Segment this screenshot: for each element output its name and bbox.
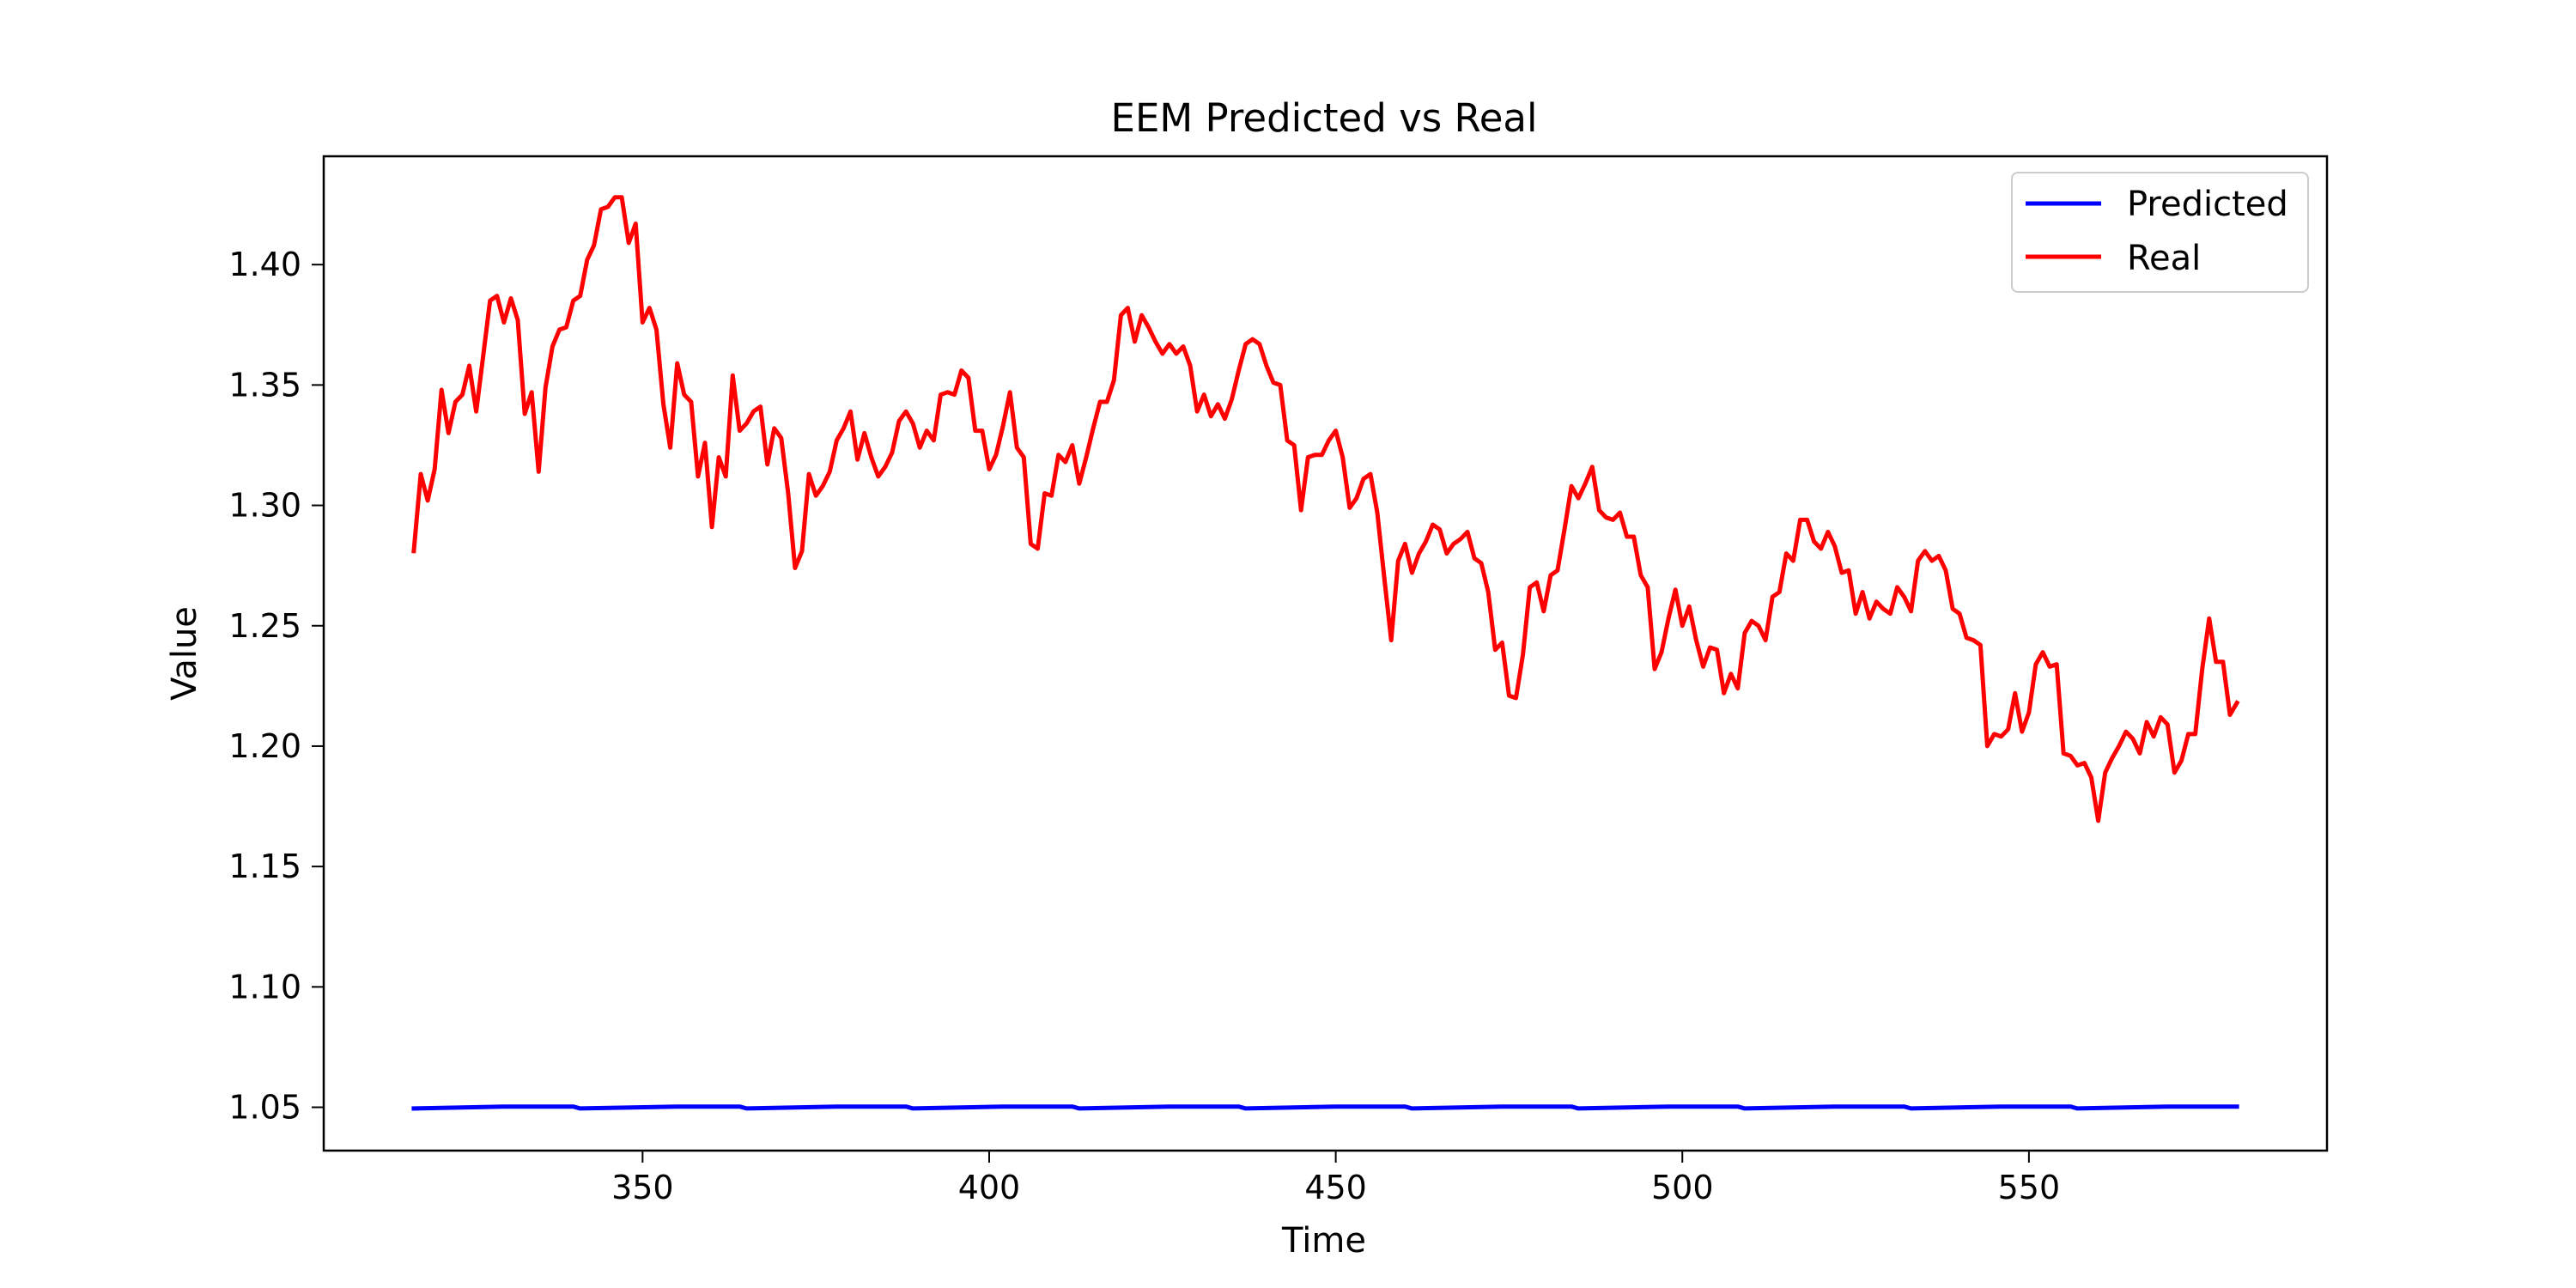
legend-label-predicted: Predicted	[2127, 185, 2288, 224]
series-line-predicted	[411, 1104, 2239, 1111]
y-tick-label: 1.40	[228, 246, 301, 283]
series-layer	[411, 195, 2240, 1111]
x-tick-label: 500	[1651, 1169, 1714, 1206]
legend-label-real: Real	[2127, 239, 2201, 278]
x-tick-label: 400	[958, 1169, 1021, 1206]
y-tick-label: 1.10	[228, 968, 301, 1005]
y-axis-ticks: 1.05 1.10 1.15 1.20 1.25 1.30 1.35 1.40	[228, 246, 324, 1127]
x-tick-label: 550	[1998, 1169, 2061, 1206]
plot-area	[322, 155, 2329, 1152]
y-tick-label: 1.15	[228, 848, 301, 885]
y-tick-label: 1.20	[228, 727, 301, 765]
legend: Predicted Real	[2011, 172, 2309, 293]
y-tick-label: 1.25	[228, 607, 301, 645]
y-axis-label: Value	[165, 606, 204, 701]
plot-frame	[322, 155, 2329, 1152]
y-tick-label: 1.30	[228, 487, 301, 525]
x-tick-label: 350	[611, 1169, 674, 1206]
x-tick-label: 450	[1304, 1169, 1367, 1206]
chart-title: EEM Predicted vs Real	[1111, 95, 1538, 141]
series-line-real	[411, 195, 2240, 823]
x-axis-label: Time	[1281, 1221, 1366, 1261]
y-tick-label: 1.35	[228, 366, 301, 404]
y-tick-label: 1.05	[228, 1089, 301, 1127]
x-axis-ticks: 350 400 450 500 550	[611, 1151, 2060, 1206]
